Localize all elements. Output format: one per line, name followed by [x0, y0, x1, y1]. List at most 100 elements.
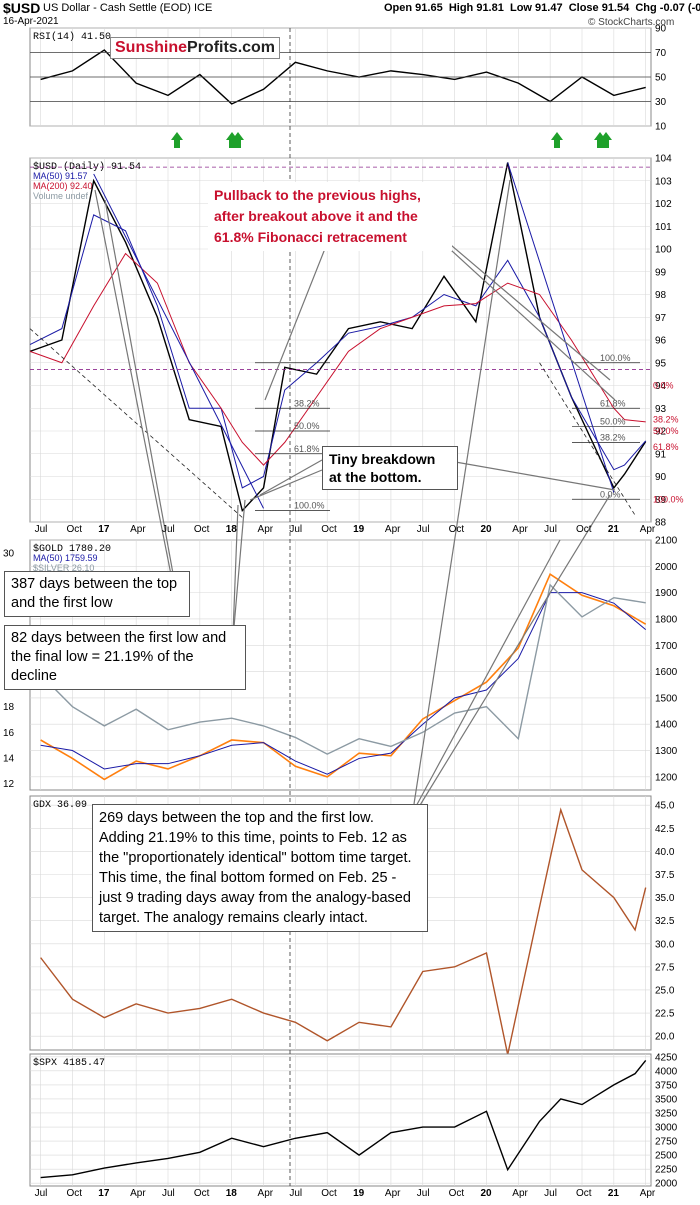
annotation-pointer-line — [443, 459, 616, 491]
x-axis-label: Apr — [640, 1188, 656, 1199]
fib-left-label: 50.0% — [294, 421, 320, 431]
gold-series-ma50 — [40, 592, 647, 775]
gdx-y-tick-label: 32.5 — [655, 916, 675, 927]
fib-axis-label: 100.0% — [653, 494, 684, 504]
x-axis-label: 18 — [226, 524, 238, 535]
annotation-pointer-line — [249, 469, 323, 501]
gold-left-tick-label: 30 — [3, 548, 15, 559]
x-axis-label: Apr — [640, 524, 656, 535]
spx-y-tick-label: 3250 — [655, 1108, 678, 1119]
x-axis-label: 20 — [480, 1188, 492, 1199]
gold-left-tick-label: 14 — [3, 753, 15, 764]
pullback-annotation: Pullback to the previous highs, after br… — [208, 182, 452, 251]
gold-y-tick-label: 1400 — [655, 720, 678, 731]
rsi-y-tick-label: 30 — [655, 97, 667, 108]
rsi-buy-arrow-icon — [551, 132, 563, 148]
stockcharts-watermark: © StockCharts.com — [588, 17, 675, 28]
gold-y-tick-label: 2000 — [655, 562, 678, 573]
rsi-series-rsi14 — [40, 49, 646, 105]
x-axis-label: 21 — [608, 524, 620, 535]
usd-legend-entry: MA(200) 92.40 — [33, 181, 93, 191]
usd-y-tick-label: 104 — [655, 154, 672, 165]
fib-left-label: 38.2% — [294, 398, 320, 408]
sunshine-profits-logo: SunshineProfits.com — [110, 37, 281, 59]
spx-y-tick-label: 4000 — [655, 1066, 678, 1077]
usd-y-tick-label: 94 — [655, 381, 667, 392]
x-axis-label: Oct — [576, 1188, 592, 1199]
tiny-breakdown-annotation: Tiny breakdown at the bottom. — [322, 446, 458, 490]
x-axis-label: Jul — [544, 1188, 557, 1199]
x-axis-label: Jul — [162, 524, 175, 535]
fib-axis-label: 38.2% — [653, 415, 679, 425]
open-value: Open 91.65 — [384, 2, 443, 14]
gdx-y-tick-label: 40.0 — [655, 847, 675, 858]
x-axis-label: 17 — [98, 524, 110, 535]
x-axis-label: 20 — [480, 524, 492, 535]
gdx-y-tick-label: 37.5 — [655, 870, 675, 881]
usd-y-tick-label: 90 — [655, 472, 667, 483]
x-axis-label: Apr — [385, 1188, 401, 1199]
annotation-pointer-line — [413, 179, 511, 805]
x-axis-label: Oct — [66, 1188, 82, 1199]
fib-axis-label: 61.8% — [653, 442, 679, 452]
usd-legend-entry: MA(50) 91.57 — [33, 171, 88, 181]
gdx-y-tick-label: 30.0 — [655, 939, 675, 950]
usd-y-tick-label: 100 — [655, 245, 672, 256]
x-axis-label: 17 — [98, 1188, 110, 1199]
gdx-y-tick-label: 22.5 — [655, 1009, 675, 1020]
gold-left-tick-label: 16 — [3, 728, 15, 739]
usd-y-tick-label: 88 — [655, 518, 667, 529]
usd-y-tick-label: 96 — [655, 336, 667, 347]
close-value: Close 91.54 — [568, 2, 630, 14]
annotation-pointer-line — [444, 239, 611, 381]
gold-panel-label: $GOLD 1780.20 — [33, 543, 111, 555]
x-axis-label: Jul — [35, 524, 48, 535]
usd-downtrend-line — [93, 173, 264, 509]
x-axis-label: Oct — [449, 524, 465, 535]
gold-y-tick-label: 2100 — [655, 536, 678, 547]
fib-right-label: 50.0% — [600, 416, 626, 426]
annotation-pointer-line — [264, 235, 331, 401]
usd-y-tick-label: 97 — [655, 313, 667, 324]
rsi-y-tick-label: 70 — [655, 48, 667, 59]
annotation-pointer-line — [94, 189, 177, 601]
usd-y-tick-label: 93 — [655, 404, 667, 415]
change-value: Chg -0.07 (-0.08%) — [635, 2, 700, 14]
x-axis-label: Jul — [162, 1188, 175, 1199]
x-axis-label: 19 — [353, 1188, 365, 1199]
usd-y-tick-label: 101 — [655, 222, 672, 233]
fib-left-label: 100.0% — [294, 501, 325, 511]
x-axis-label: Apr — [258, 1188, 274, 1199]
usd-legend-entry: Volume undef — [33, 191, 89, 201]
gold-y-tick-label: 1500 — [655, 693, 678, 704]
spx-y-tick-label: 4250 — [655, 1052, 678, 1063]
annotation-pointer-line — [413, 539, 561, 811]
rsi-y-tick-label: 50 — [655, 73, 667, 84]
days-387-annotation: 387 days between the top and the first l… — [4, 571, 190, 617]
x-axis-label: Oct — [321, 524, 337, 535]
usd-support-line — [539, 362, 636, 516]
ohlc-readout: Open 91.65 High 91.81 Low 91.47 Close 91… — [384, 2, 700, 14]
low-value: Low 91.47 — [509, 2, 563, 14]
x-axis-label: 18 — [226, 1188, 238, 1199]
x-axis-label: Apr — [130, 1188, 146, 1199]
rsi-buy-arrow-icon — [171, 132, 183, 148]
x-axis-label: Oct — [194, 524, 210, 535]
chart-description: US Dollar - Cash Settle (EOD) ICE — [43, 2, 213, 14]
x-axis-label: Jul — [289, 1188, 302, 1199]
usd-y-tick-label: 92 — [655, 427, 667, 438]
gdx-y-tick-label: 20.0 — [655, 1032, 675, 1043]
fib-right-label: 38.2% — [600, 432, 626, 442]
usd-y-tick-label: 89 — [655, 495, 667, 506]
x-axis-label: Jul — [35, 1188, 48, 1199]
gdx-y-tick-label: 27.5 — [655, 962, 675, 973]
gold-legend-entry: $SILVER 26.10 — [33, 563, 94, 573]
gdx-y-tick-label: 45.0 — [655, 801, 675, 812]
x-axis-label: Oct — [194, 1188, 210, 1199]
x-axis-label: 21 — [608, 1188, 620, 1199]
spx-y-tick-label: 3500 — [655, 1094, 678, 1105]
x-axis-label: Jul — [544, 524, 557, 535]
gdx-y-tick-label: 42.5 — [655, 824, 675, 835]
gdx-y-tick-label: 25.0 — [655, 985, 675, 996]
